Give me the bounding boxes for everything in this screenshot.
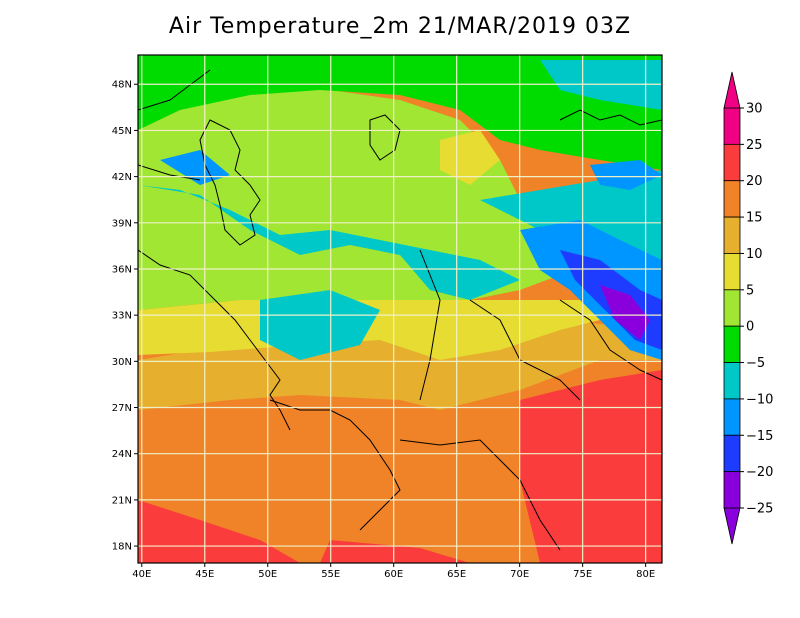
lon-tick-label: 40E: [132, 569, 151, 580]
colorbar-tick-label: 15: [746, 211, 763, 226]
colorbar-tick-label: −5: [746, 356, 765, 371]
lon-tick-label: 50E: [258, 569, 277, 580]
colorbar-tick-label: 25: [746, 138, 763, 153]
lat-tick-label: 42N: [112, 172, 132, 183]
lat-tick-label: 30N: [112, 357, 132, 368]
colorbar-min-triangle: [723, 507, 741, 545]
lon-tick-label: 45E: [195, 569, 214, 580]
colorbar-segment: [723, 434, 741, 473]
lat-tick-label: 21N: [112, 495, 132, 506]
field-iran-plateau: [260, 290, 380, 360]
lat-tick-label: 45N: [112, 126, 132, 137]
field-kazakh-warm: [440, 130, 500, 185]
colorbar-tick-label: 20: [746, 174, 763, 189]
colorbar-tick-label: −25: [746, 502, 773, 517]
colorbar-segment: [723, 398, 741, 436]
field-hot-india: [520, 370, 662, 563]
colorbar-segment: [723, 180, 741, 218]
colorbar-segment: [723, 143, 741, 182]
arabian-coast: [269, 399, 401, 531]
lon-tick-label: 75E: [573, 569, 592, 580]
map-title: Air Temperature_2m 21/MAR/2019 03Z: [168, 14, 632, 39]
field-hot-sw: [138, 500, 300, 563]
india-china-border: [559, 299, 662, 381]
lat-tick-label: 27N: [112, 403, 132, 414]
field-tienshan: [480, 170, 662, 260]
colorbar-segment: [723, 471, 741, 509]
pakistan-india-coast: [399, 439, 561, 551]
aral-sea-outline: [369, 114, 401, 161]
field-tibet-coldest: [600, 285, 650, 340]
colorbar-tick-label: 10: [746, 247, 763, 262]
north-border: [138, 69, 211, 111]
lat-tick-label: 39N: [112, 218, 132, 229]
caspian-sea-outline: [199, 119, 261, 246]
field-caspian: [210, 100, 360, 190]
colorbar-segment: [723, 216, 741, 254]
kazakh-border: [559, 109, 662, 126]
lat-tick-label: 24N: [112, 449, 132, 460]
colorbar-segment: [723, 325, 741, 363]
map-frame: [137, 54, 663, 564]
iran-afghan-border: [419, 249, 441, 401]
longitude-ticks: 40E 45E 50E 55E 60E 65E 70E 75E 80E: [132, 563, 655, 580]
lat-tick-label: 36N: [112, 264, 132, 275]
temperature-field: [138, 55, 662, 563]
lon-tick-label: 80E: [636, 569, 655, 580]
colorbar-tick-label: −15: [746, 429, 773, 444]
lon-tick-label: 70E: [510, 569, 529, 580]
lon-tick-label: 60E: [384, 569, 403, 580]
colorbar: 30 25 20 15 10 5 0 −5 −10 −15 −20 −25: [723, 71, 773, 545]
lon-tick-label: 55E: [321, 569, 340, 580]
border-west: [138, 249, 291, 431]
lat-tick-label: 18N: [112, 542, 132, 553]
latitude-ticks: 48N 45N 42N 39N 36N 33N 30N 27N 24N 21N 18N: [112, 80, 138, 553]
field-north-cold: [540, 60, 662, 110]
graticule: [138, 55, 662, 563]
colorbar-tick-label: −20: [746, 465, 773, 480]
colorbar-tick-label: 30: [746, 102, 763, 117]
colorbar-max-triangle: [723, 71, 741, 109]
colorbar-tick-label: −10: [746, 392, 773, 407]
colorbar-tick-label: 0: [746, 320, 754, 335]
colorbar-segment: [723, 107, 741, 145]
colorbar-segment: [723, 289, 741, 327]
field-zagros-cold: [138, 185, 520, 300]
lon-tick-label: 65E: [447, 569, 466, 580]
colorbar-segment: [723, 362, 741, 400]
colorbar-tick-label: 5: [746, 283, 754, 298]
colorbar-segment: [723, 253, 741, 291]
lat-tick-label: 33N: [112, 311, 132, 322]
field-tienshan-core: [590, 160, 662, 190]
black-sea-coast: [138, 164, 201, 181]
lat-tick-label: 48N: [112, 80, 132, 91]
